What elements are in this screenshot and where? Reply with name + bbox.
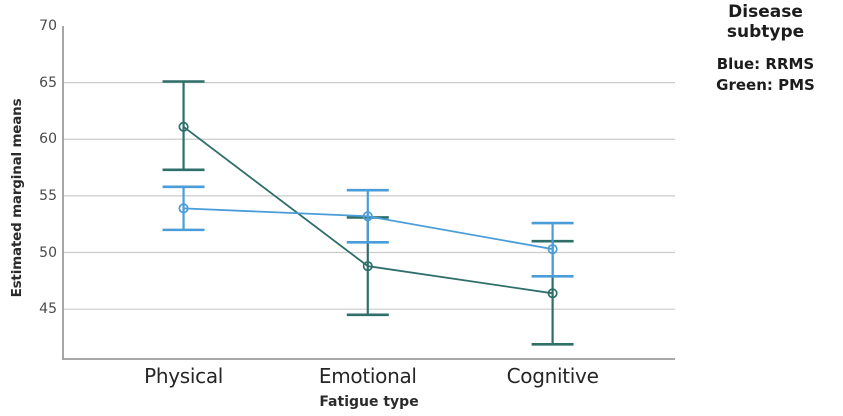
data-point-RRMS-Emotional — [362, 211, 373, 222]
legend: Disease subtype Blue: RRMS Green: PMS — [688, 2, 843, 96]
series-RRMS — [162, 185, 574, 278]
legend-entry-rrms: Blue: RRMS — [716, 55, 815, 73]
data-point-RRMS-Cognitive — [547, 244, 558, 255]
y-tick-label: 60 — [39, 131, 57, 148]
y-tick-label: 55 — [39, 187, 57, 204]
data-point-RRMS-Physical — [178, 203, 189, 214]
legend-entry-pms: Green: PMS — [716, 76, 815, 94]
x-tick-label: Emotional — [318, 364, 417, 388]
data-point-PMS-Physical — [178, 121, 189, 132]
axis-frame — [62, 26, 675, 360]
x-axis-title: Fatigue type — [319, 394, 419, 410]
legend-title: Disease subtype — [726, 2, 805, 42]
y-tick-label: 45 — [39, 301, 57, 318]
y-tick-label: 70 — [39, 18, 57, 34]
data-point-PMS-Emotional — [362, 261, 373, 272]
y-tick-label: 50 — [39, 244, 57, 261]
x-tick-label: Physical — [144, 364, 224, 388]
data-point-PMS-Cognitive — [547, 288, 558, 299]
x-tick-label: Cognitive — [506, 364, 599, 388]
y-tick-label: 65 — [39, 74, 57, 91]
gridlines — [63, 82, 675, 310]
